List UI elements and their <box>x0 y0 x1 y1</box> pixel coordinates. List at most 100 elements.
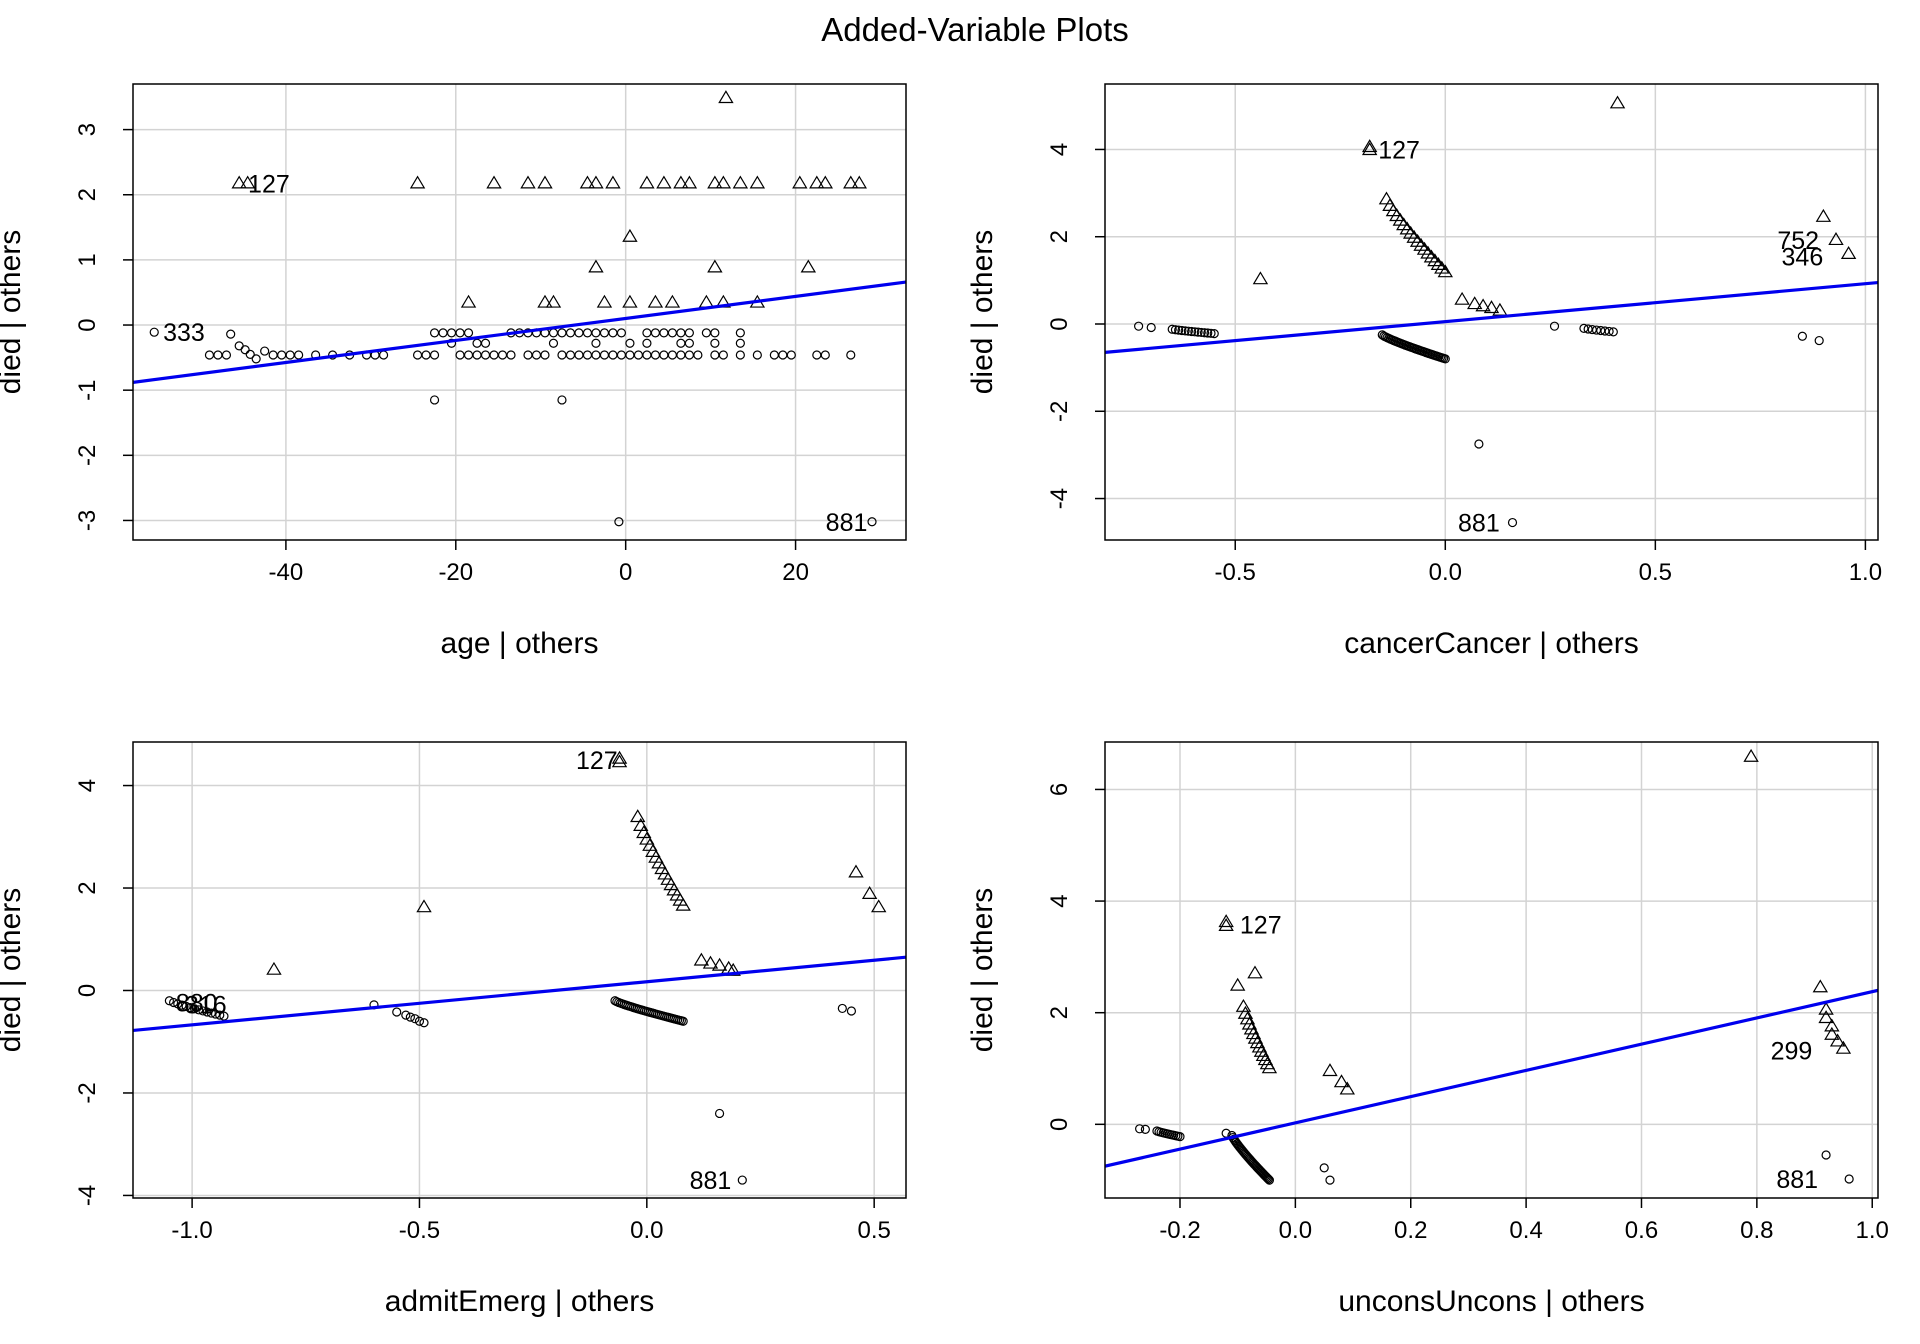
data-point-circle <box>548 328 559 338</box>
y-tick-label: 0 <box>74 984 101 997</box>
data-point-triangle <box>639 175 655 189</box>
data-point-circle <box>168 997 179 1008</box>
data-point-triangle <box>702 955 719 969</box>
data-point-circle <box>659 328 669 338</box>
point-label: 299 <box>1771 1038 1813 1066</box>
data-point-circle <box>676 338 686 348</box>
data-point-circle <box>472 350 482 360</box>
data-point-circle <box>1209 329 1219 339</box>
data-point-triangle <box>1437 264 1453 278</box>
data-point-circle <box>1814 335 1824 346</box>
point-label: 127 <box>1240 912 1282 940</box>
data-point-circle <box>206 1008 216 1018</box>
panel-frame <box>132 741 907 1199</box>
data-point-circle <box>429 395 440 405</box>
panel-frame <box>132 83 907 541</box>
data-point-triangle <box>843 175 859 189</box>
data-point-triangle <box>460 294 477 308</box>
data-point-circle <box>410 1014 420 1024</box>
data-point-triangle <box>1361 142 1378 156</box>
y-axis-label: died | others <box>0 230 27 395</box>
y-tick-label: 1 <box>74 253 101 266</box>
data-point-triangle <box>1609 95 1626 109</box>
data-point-circle <box>1262 1173 1272 1183</box>
data-point-circle <box>616 350 627 360</box>
data-point-circle <box>582 328 593 338</box>
data-point-triangle <box>1339 1081 1355 1095</box>
data-point-triangle <box>1382 198 1398 211</box>
data-point-circle <box>1440 354 1450 364</box>
data-point-circle <box>401 1010 411 1020</box>
data-point-triangle <box>231 175 247 189</box>
data-point-circle <box>642 338 652 348</box>
data-point-circle <box>234 341 244 351</box>
data-point-triangle <box>520 175 536 189</box>
data-point-circle <box>1507 517 1518 528</box>
data-point-triangle <box>239 175 256 189</box>
point-label: 752 <box>1777 227 1819 255</box>
data-point-triangle <box>588 259 604 273</box>
data-point-circle <box>489 350 499 360</box>
data-point-triangle <box>1229 977 1246 991</box>
data-point-triangle <box>630 809 646 823</box>
data-point-circle <box>591 350 601 360</box>
point-label: 881 <box>690 1167 732 1195</box>
point-label: 880 <box>176 989 218 1017</box>
data-point-circle <box>642 350 652 360</box>
data-point-circle <box>1167 324 1177 334</box>
data-point-triangle <box>596 294 613 308</box>
data-point-circle <box>846 1006 857 1016</box>
data-point-circle <box>446 338 457 348</box>
data-point-triangle <box>611 750 628 764</box>
data-point-triangle <box>749 175 766 189</box>
y-tick-label: 4 <box>1046 894 1073 907</box>
data-point-triangle <box>1840 246 1857 259</box>
data-point-circle <box>215 1010 225 1020</box>
y-tick-label: 0 <box>1046 1118 1073 1131</box>
data-point-circle <box>1319 1163 1329 1173</box>
data-point-triangle <box>656 175 672 189</box>
data-point-circle <box>676 328 686 338</box>
panel-frame <box>1104 83 1879 541</box>
data-point-triangle <box>693 952 710 966</box>
data-point-circle <box>735 328 745 338</box>
data-point-circle <box>1199 328 1210 338</box>
x-tick-label: 0.5 <box>857 1217 890 1244</box>
data-point-circle <box>421 350 431 360</box>
data-point-circle <box>565 328 576 338</box>
data-point-circle <box>1183 326 1193 336</box>
data-point-circle <box>710 350 720 360</box>
data-point-triangle <box>1416 241 1433 255</box>
fit-line <box>133 280 906 384</box>
data-point-circle <box>1325 1175 1335 1185</box>
data-point-triangle <box>1237 1005 1254 1019</box>
data-point-triangle <box>1824 1018 1840 1032</box>
data-point-circle <box>701 328 711 338</box>
data-point-triangle <box>1818 1010 1834 1024</box>
data-point-circle <box>198 1006 208 1016</box>
data-point-circle <box>778 350 788 360</box>
data-point-circle <box>213 350 223 360</box>
data-point-triangle <box>809 175 825 189</box>
data-point-triangle <box>1430 256 1447 270</box>
point-label: 316 <box>185 991 227 1019</box>
point-label: 881 <box>1458 510 1500 538</box>
data-point-circle <box>608 350 618 360</box>
x-tick-label: 20 <box>782 559 809 586</box>
data-point-triangle <box>622 294 638 308</box>
data-point-circle <box>1263 1174 1273 1184</box>
data-point-circle <box>1146 322 1156 333</box>
y-axis-label: died | others <box>966 888 999 1053</box>
data-point-triangle <box>1261 1060 1278 1074</box>
data-point-circle <box>633 350 644 360</box>
y-tick-label: -2 <box>74 1082 101 1103</box>
data-point-circle <box>591 328 601 338</box>
data-point-triangle <box>1361 139 1378 153</box>
data-point-circle <box>1170 325 1181 335</box>
point-label: 127 <box>576 747 618 775</box>
data-point-circle <box>1134 321 1144 331</box>
y-tick-label: 2 <box>74 188 101 201</box>
data-point-circle <box>480 350 491 360</box>
x-tick-label: 0.4 <box>1509 1217 1542 1244</box>
data-point-circle <box>735 350 745 360</box>
